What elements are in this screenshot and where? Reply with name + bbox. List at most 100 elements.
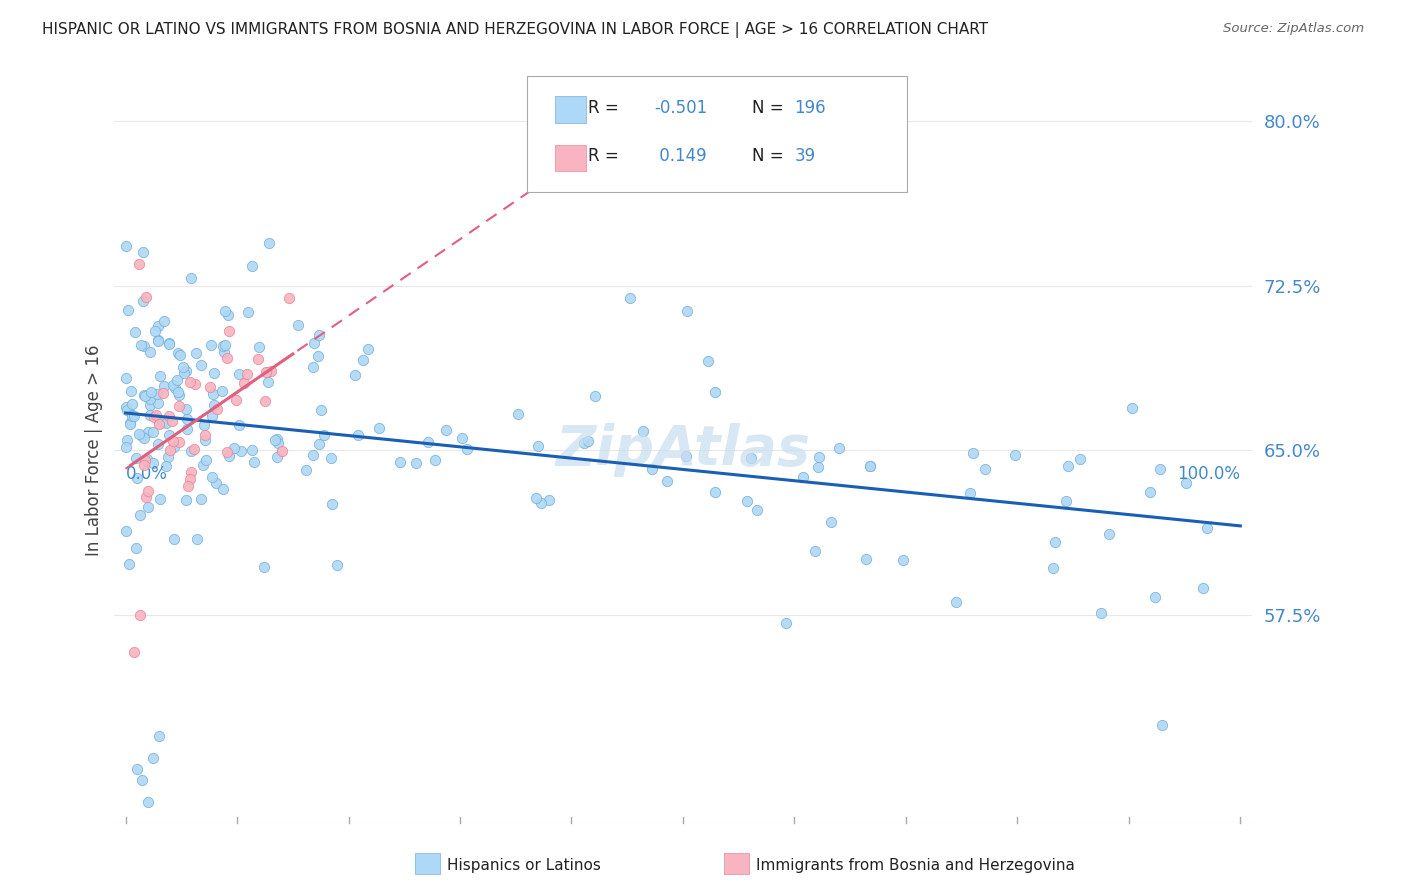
Point bbox=[583, 389, 606, 403]
Point bbox=[256, 365, 278, 379]
Point bbox=[212, 482, 235, 496]
Point bbox=[745, 503, 768, 517]
Point bbox=[537, 492, 560, 507]
Text: Immigrants from Bosnia and Herzegovina: Immigrants from Bosnia and Herzegovina bbox=[756, 858, 1076, 872]
Point bbox=[134, 389, 156, 403]
Point bbox=[115, 524, 138, 539]
Point bbox=[121, 397, 143, 411]
Point bbox=[124, 451, 146, 466]
Point bbox=[434, 424, 457, 438]
Text: N =: N = bbox=[752, 99, 789, 117]
Point bbox=[142, 750, 165, 764]
Point bbox=[200, 380, 222, 394]
Point bbox=[186, 533, 208, 547]
Point bbox=[257, 235, 280, 250]
Text: R =: R = bbox=[588, 147, 624, 165]
Point bbox=[135, 452, 157, 467]
Point bbox=[405, 456, 427, 470]
Point bbox=[247, 352, 270, 367]
Point bbox=[804, 544, 827, 558]
Point bbox=[115, 400, 138, 414]
Point bbox=[136, 795, 159, 809]
Point bbox=[186, 346, 208, 360]
Point bbox=[224, 441, 246, 455]
Point bbox=[737, 494, 759, 508]
Point bbox=[959, 486, 981, 500]
Point bbox=[703, 485, 725, 500]
Point bbox=[157, 336, 180, 351]
Text: 39: 39 bbox=[794, 147, 815, 165]
Point bbox=[125, 762, 148, 776]
Point bbox=[352, 352, 374, 367]
Point bbox=[163, 382, 186, 396]
Point bbox=[148, 395, 170, 409]
Point bbox=[135, 290, 157, 304]
Point bbox=[139, 345, 162, 359]
Point bbox=[121, 408, 143, 422]
Point bbox=[115, 239, 138, 253]
Point bbox=[167, 384, 190, 399]
Point bbox=[228, 417, 250, 432]
Point bbox=[148, 417, 170, 432]
Point bbox=[508, 407, 530, 421]
Point bbox=[657, 474, 679, 488]
Point bbox=[235, 367, 257, 381]
Point bbox=[740, 450, 762, 465]
Point bbox=[180, 444, 202, 458]
Point bbox=[416, 435, 439, 450]
Point bbox=[321, 498, 343, 512]
Point bbox=[530, 496, 553, 510]
Point bbox=[149, 491, 172, 506]
Point bbox=[152, 386, 174, 401]
Point bbox=[962, 446, 984, 460]
Point bbox=[169, 399, 191, 413]
Point bbox=[136, 425, 159, 439]
Point bbox=[129, 508, 152, 522]
Point bbox=[174, 364, 197, 378]
Point bbox=[134, 452, 156, 467]
Point bbox=[236, 305, 259, 319]
Y-axis label: In Labor Force | Age > 16: In Labor Force | Age > 16 bbox=[86, 344, 103, 557]
Point bbox=[180, 271, 202, 285]
Point bbox=[527, 438, 550, 452]
Point bbox=[132, 339, 155, 353]
Point bbox=[142, 409, 165, 424]
Point bbox=[153, 313, 176, 327]
Point bbox=[1149, 461, 1171, 475]
Point bbox=[267, 436, 290, 450]
Point bbox=[205, 475, 228, 490]
Point bbox=[121, 409, 143, 423]
Point bbox=[163, 440, 186, 454]
Point bbox=[1192, 581, 1215, 595]
Point bbox=[619, 291, 641, 305]
Point bbox=[287, 318, 309, 332]
Point bbox=[120, 416, 142, 430]
Point bbox=[703, 384, 725, 399]
Point bbox=[343, 368, 366, 383]
Point bbox=[202, 387, 225, 401]
Point bbox=[131, 429, 153, 443]
Point bbox=[195, 452, 218, 467]
Point bbox=[1121, 401, 1143, 416]
Point bbox=[254, 366, 277, 380]
Point bbox=[194, 434, 217, 448]
Point bbox=[302, 449, 325, 463]
Point bbox=[117, 434, 139, 448]
Point bbox=[120, 384, 142, 399]
Point bbox=[808, 450, 831, 465]
Text: -0.501: -0.501 bbox=[654, 99, 707, 117]
Point bbox=[302, 336, 325, 351]
Point bbox=[308, 437, 330, 451]
Point bbox=[128, 427, 150, 442]
Point bbox=[174, 401, 197, 416]
Point bbox=[132, 431, 155, 445]
Point bbox=[893, 553, 915, 567]
Point bbox=[225, 393, 247, 408]
Point bbox=[1045, 534, 1067, 549]
Point bbox=[202, 398, 225, 412]
Point bbox=[136, 500, 159, 515]
Point bbox=[215, 351, 238, 365]
Point bbox=[124, 645, 146, 659]
Point bbox=[307, 349, 329, 363]
Point bbox=[162, 378, 184, 392]
